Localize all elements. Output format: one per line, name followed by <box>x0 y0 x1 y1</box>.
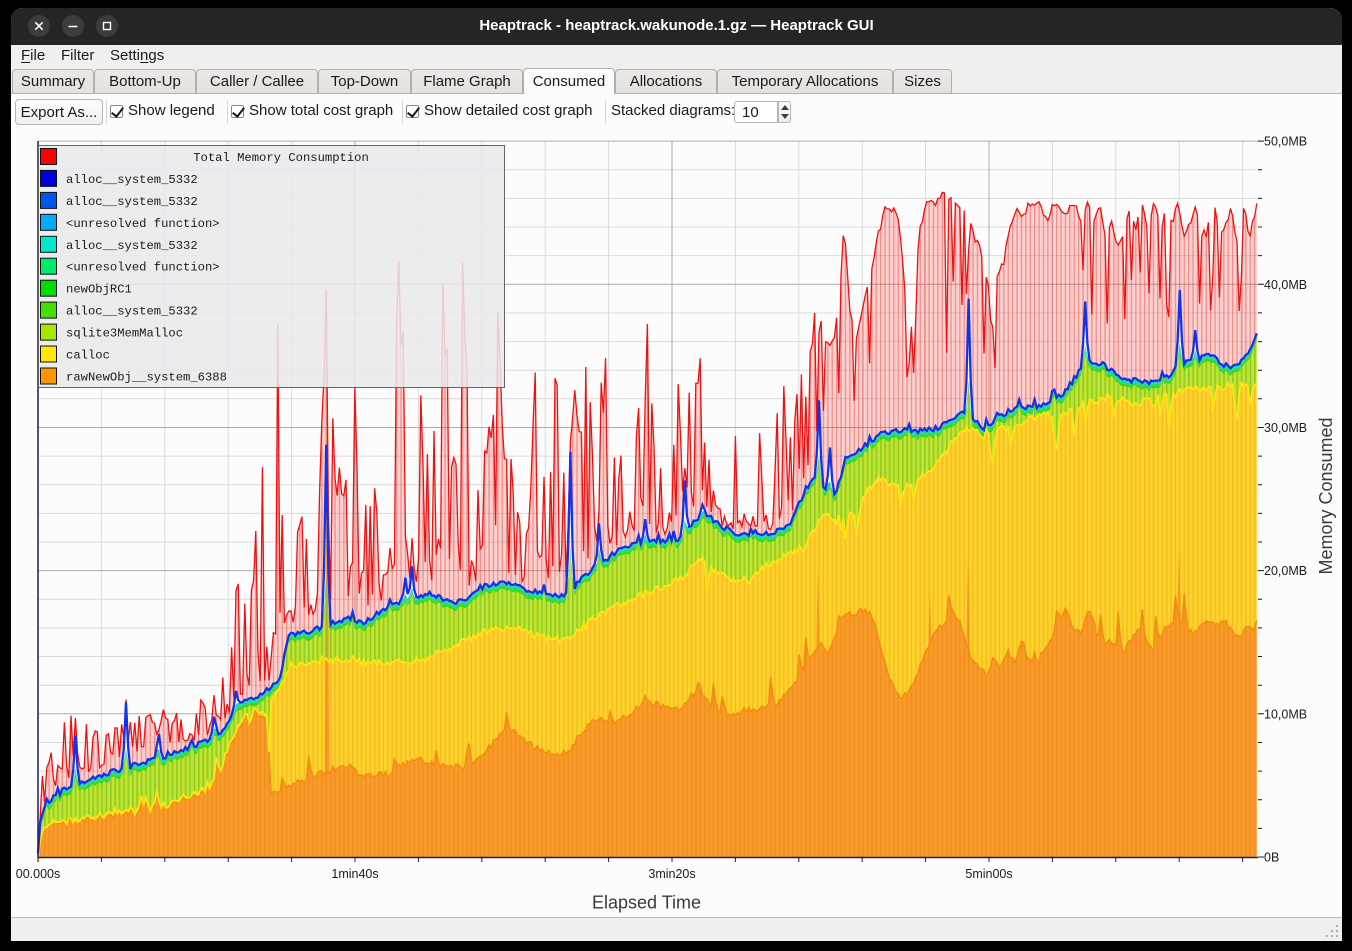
svg-text:00.000s: 00.000s <box>16 867 60 881</box>
svg-text:rawNewObj__system_6388: rawNewObj__system_6388 <box>66 371 227 385</box>
svg-text:20,0MB: 20,0MB <box>1264 564 1307 578</box>
svg-text:alloc__system_5332: alloc__system_5332 <box>66 195 198 209</box>
svg-text:30,0MB: 30,0MB <box>1264 421 1307 435</box>
svg-text:Elapsed Time: Elapsed Time <box>592 893 701 913</box>
svg-text:<unresolved function>: <unresolved function> <box>66 217 220 231</box>
svg-text:3min20s: 3min20s <box>648 867 695 881</box>
svg-text:1min40s: 1min40s <box>331 867 378 881</box>
svg-text:Total Memory Consumption: Total Memory Consumption <box>193 151 369 165</box>
svg-text:50,0MB: 50,0MB <box>1264 135 1307 149</box>
svg-text:calloc: calloc <box>66 349 110 363</box>
svg-text:10,0MB: 10,0MB <box>1264 707 1307 721</box>
svg-text:0B: 0B <box>1264 851 1279 865</box>
svg-text:5min00s: 5min00s <box>965 867 1012 881</box>
svg-text:alloc__system_5332: alloc__system_5332 <box>66 239 198 253</box>
svg-text:Memory Consumed: Memory Consumed <box>1316 417 1336 574</box>
svg-text:<unresolved function>: <unresolved function> <box>66 261 220 275</box>
svg-text:40,0MB: 40,0MB <box>1264 278 1307 292</box>
svg-text:newObjRC1: newObjRC1 <box>66 283 132 297</box>
svg-text:alloc__system_5332: alloc__system_5332 <box>66 305 198 319</box>
svg-text:alloc__system_5332: alloc__system_5332 <box>66 173 198 187</box>
svg-text:sqlite3MemMalloc: sqlite3MemMalloc <box>66 327 183 341</box>
